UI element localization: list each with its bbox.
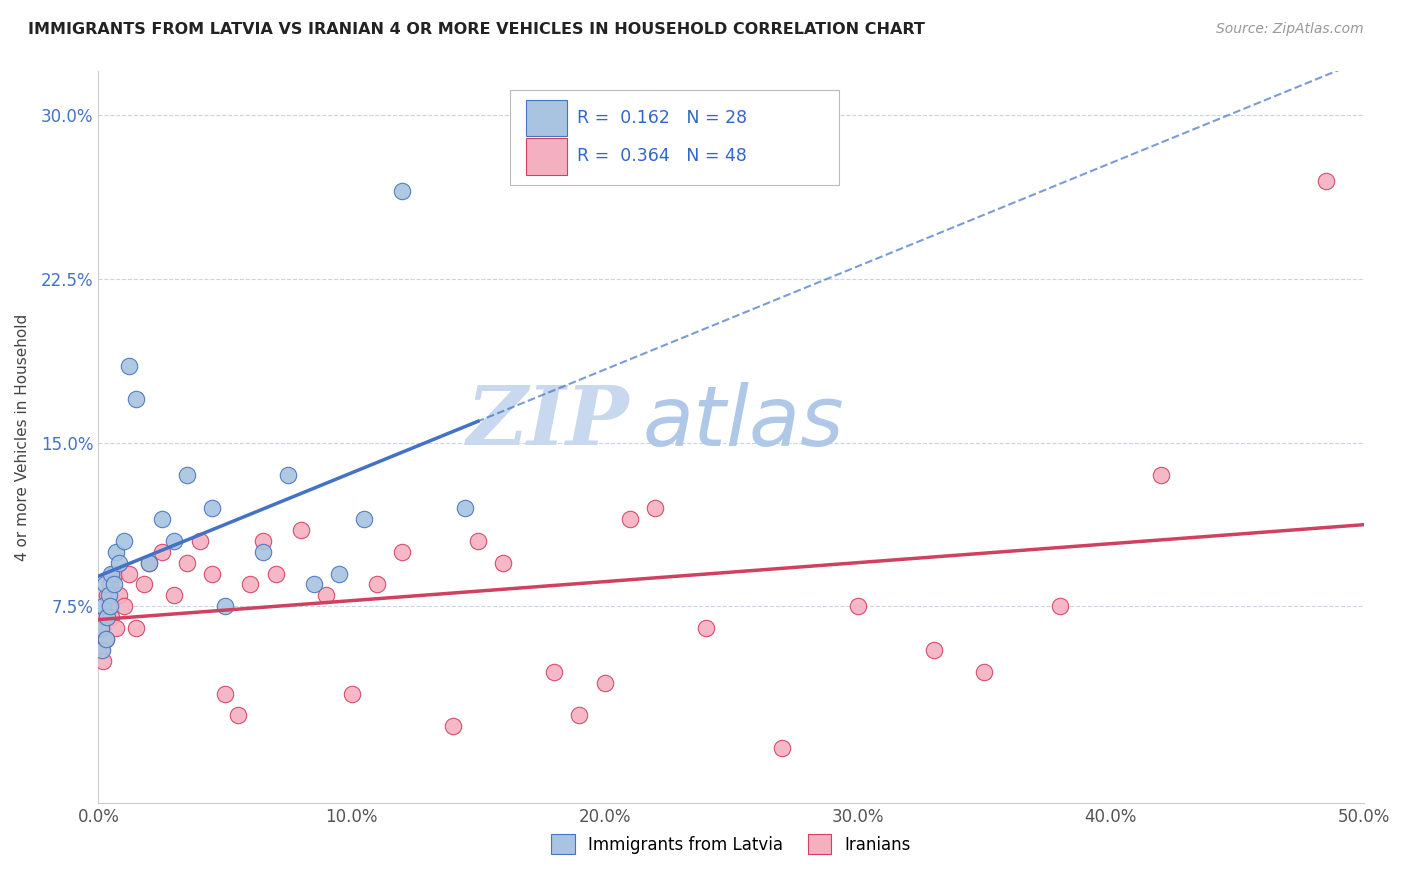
Point (112, 599, 135, 614)
Point (118, 359, 141, 373)
Point (340, 687, 363, 701)
Y-axis label: 4 or more Vehicles in Household: 4 or more Vehicles in Household (15, 313, 30, 561)
Point (138, 556, 160, 570)
FancyBboxPatch shape (510, 90, 838, 185)
Point (328, 566, 350, 581)
Point (201, 501, 224, 516)
Point (150, 512, 173, 526)
Point (97, 588, 120, 602)
Point (90, 621, 112, 635)
Point (91, 643, 114, 657)
Point (112, 533, 135, 548)
Point (201, 566, 224, 581)
Point (492, 556, 515, 570)
FancyBboxPatch shape (526, 100, 567, 136)
Point (543, 665, 565, 679)
Point (1315, 173, 1337, 187)
Point (125, 392, 148, 406)
Point (922, 643, 945, 657)
Point (568, 708, 591, 723)
Point (315, 588, 337, 602)
Point (226, 708, 249, 723)
Point (103, 566, 125, 581)
Text: Source: ZipAtlas.com: Source: ZipAtlas.com (1216, 22, 1364, 37)
Point (105, 621, 128, 635)
Point (290, 523, 312, 537)
Point (94, 632, 117, 646)
Point (264, 566, 287, 581)
Point (188, 533, 211, 548)
Point (98, 577, 121, 591)
Point (105, 545, 128, 559)
Point (366, 577, 388, 591)
Point (214, 687, 236, 701)
Text: R =  0.162   N = 28: R = 0.162 N = 28 (576, 109, 747, 127)
Point (93, 599, 115, 614)
Point (125, 621, 148, 635)
Point (107, 556, 129, 570)
Point (644, 501, 666, 516)
Point (96, 588, 118, 602)
Point (91, 621, 114, 635)
Point (277, 468, 299, 483)
Point (846, 599, 869, 614)
Point (695, 621, 717, 635)
Point (93, 610, 117, 624)
Point (100, 566, 122, 581)
Point (100, 610, 122, 624)
Text: atlas: atlas (643, 382, 844, 463)
Point (252, 533, 274, 548)
Point (138, 556, 160, 570)
Point (391, 185, 413, 199)
Point (176, 468, 198, 483)
Point (118, 566, 141, 581)
Point (441, 719, 464, 733)
Point (1049, 599, 1071, 614)
Point (163, 533, 186, 548)
Point (302, 577, 325, 591)
Point (150, 545, 173, 559)
Point (163, 588, 186, 602)
Point (593, 675, 616, 690)
Point (176, 556, 198, 570)
Point (454, 501, 477, 516)
Point (96, 610, 118, 624)
FancyBboxPatch shape (526, 138, 567, 175)
Point (97, 599, 120, 614)
Point (467, 533, 489, 548)
Point (132, 577, 155, 591)
Legend: Immigrants from Latvia, Iranians: Immigrants from Latvia, Iranians (544, 828, 918, 860)
Point (770, 741, 793, 756)
Point (103, 577, 125, 591)
Point (214, 599, 236, 614)
Point (98, 599, 121, 614)
Text: IMMIGRANTS FROM LATVIA VS IRANIAN 4 OR MORE VEHICLES IN HOUSEHOLD CORRELATION CH: IMMIGRANTS FROM LATVIA VS IRANIAN 4 OR M… (28, 22, 925, 37)
Point (391, 545, 413, 559)
Text: R =  0.364   N = 48: R = 0.364 N = 48 (576, 147, 747, 166)
Point (93, 654, 115, 668)
Point (239, 577, 262, 591)
Point (973, 665, 995, 679)
Point (619, 512, 641, 526)
Point (1150, 468, 1173, 483)
Point (93, 577, 117, 591)
Point (90, 643, 112, 657)
Point (94, 632, 117, 646)
Point (353, 512, 375, 526)
Point (252, 545, 274, 559)
Point (107, 588, 129, 602)
Text: ZIP: ZIP (467, 383, 630, 462)
